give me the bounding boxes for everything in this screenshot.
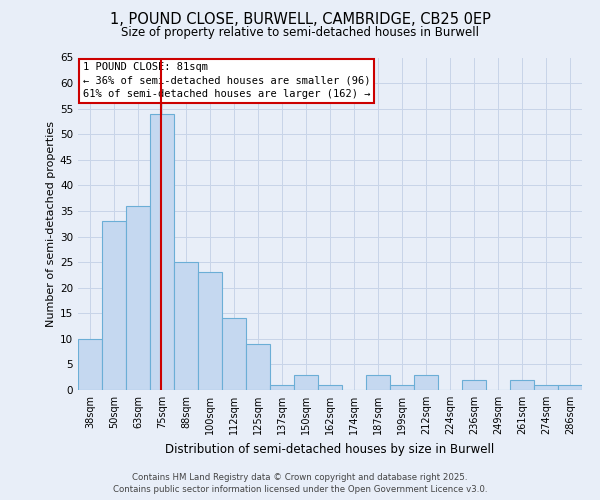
Y-axis label: Number of semi-detached properties: Number of semi-detached properties <box>46 120 56 327</box>
Bar <box>78 339 102 390</box>
Bar <box>510 380 534 390</box>
Bar <box>102 221 126 390</box>
Bar <box>534 385 558 390</box>
Bar <box>390 385 414 390</box>
Bar <box>174 262 198 390</box>
Bar <box>270 385 294 390</box>
Text: 1, POUND CLOSE, BURWELL, CAMBRIDGE, CB25 0EP: 1, POUND CLOSE, BURWELL, CAMBRIDGE, CB25… <box>110 12 490 28</box>
Bar <box>126 206 150 390</box>
Bar <box>150 114 174 390</box>
Bar <box>558 385 582 390</box>
X-axis label: Distribution of semi-detached houses by size in Burwell: Distribution of semi-detached houses by … <box>166 442 494 456</box>
Text: Contains HM Land Registry data © Crown copyright and database right 2025.
Contai: Contains HM Land Registry data © Crown c… <box>113 473 487 494</box>
Text: 1 POUND CLOSE: 81sqm
← 36% of semi-detached houses are smaller (96)
61% of semi-: 1 POUND CLOSE: 81sqm ← 36% of semi-detac… <box>83 62 371 99</box>
Text: Size of property relative to semi-detached houses in Burwell: Size of property relative to semi-detach… <box>121 26 479 39</box>
Bar <box>198 272 222 390</box>
Bar <box>294 374 318 390</box>
Bar <box>222 318 246 390</box>
Bar <box>414 374 438 390</box>
Bar <box>462 380 486 390</box>
Bar <box>318 385 342 390</box>
Bar <box>366 374 390 390</box>
Bar <box>246 344 270 390</box>
